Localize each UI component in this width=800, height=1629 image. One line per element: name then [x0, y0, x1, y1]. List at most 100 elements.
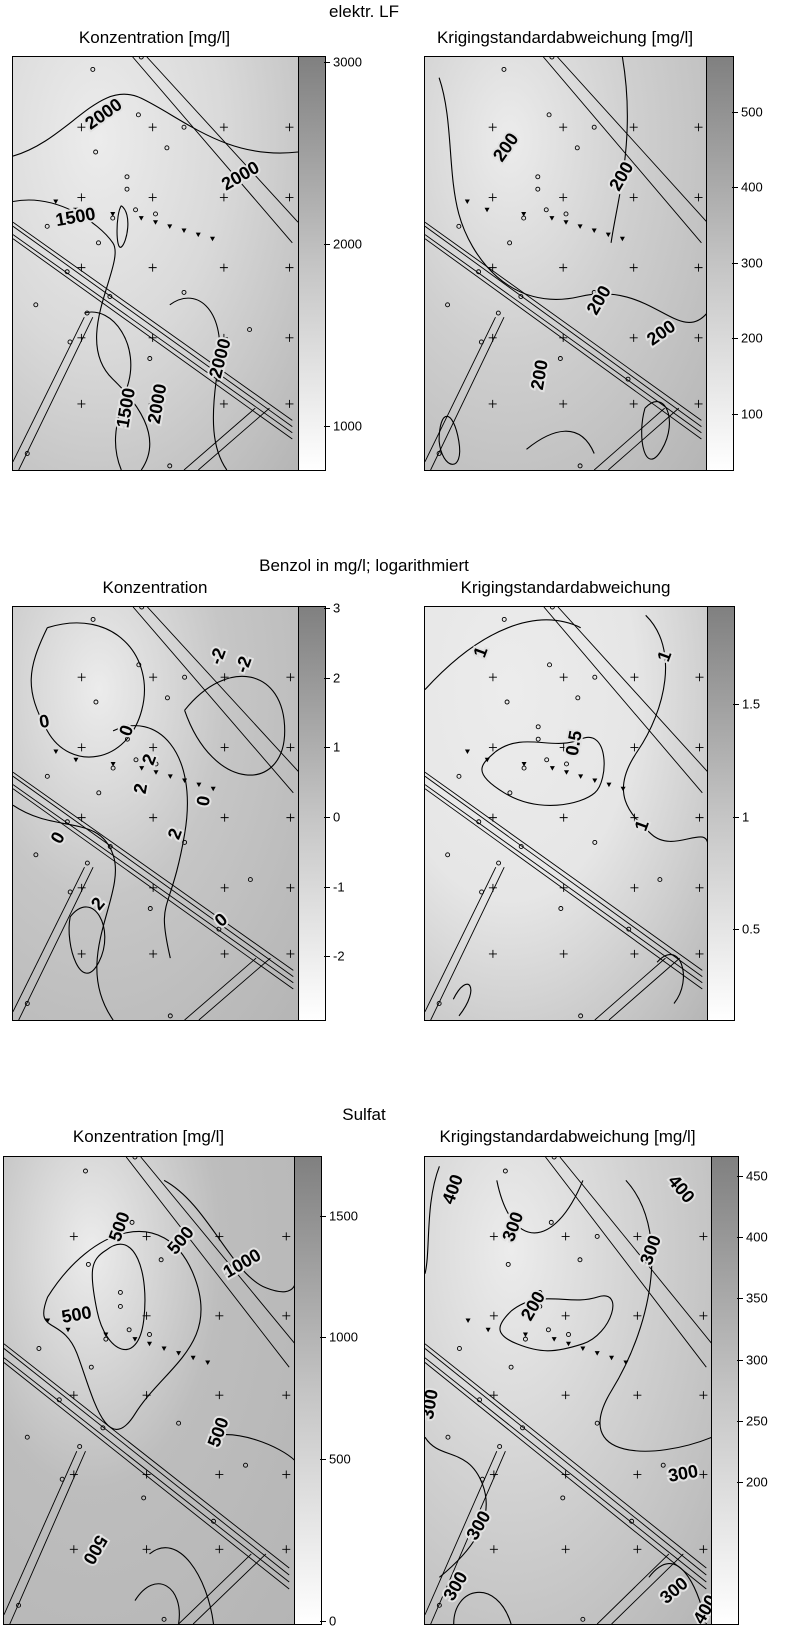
well-marker — [88, 1364, 94, 1370]
well-marker — [67, 339, 73, 345]
well-marker — [153, 761, 159, 767]
contour-label: 300 — [462, 1507, 494, 1543]
colorbar-tick-label: 3000 — [333, 54, 362, 70]
contour-label: 300 — [498, 1209, 527, 1244]
well-marker — [247, 327, 253, 333]
road-line — [18, 867, 94, 1020]
triangle-marker — [181, 228, 187, 233]
well-marker — [93, 149, 99, 155]
grid-plus-marker — [699, 1391, 708, 1400]
well-marker — [126, 1327, 132, 1333]
contour-label: 500 — [60, 1302, 93, 1327]
colorbar-tick-label: -2 — [333, 948, 345, 964]
contour-label: 1500 — [54, 204, 97, 231]
grid-plus-marker — [488, 949, 497, 958]
contour-label: 0 — [211, 909, 232, 931]
well-marker — [505, 1261, 511, 1267]
road-line — [543, 607, 703, 794]
grid-plus-marker — [633, 1311, 642, 1320]
well-marker — [535, 736, 541, 742]
grid-plus-marker — [489, 1470, 498, 1479]
grid-plus-marker — [219, 193, 228, 202]
grid-plus-marker — [488, 193, 497, 202]
grid-plus-marker — [215, 1311, 224, 1320]
contour-line — [526, 430, 595, 454]
well-marker — [544, 757, 550, 763]
triangle-marker — [205, 1360, 211, 1365]
grid-plus-marker — [142, 1311, 151, 1320]
grid-plus-marker — [629, 333, 638, 342]
well-marker — [107, 294, 113, 299]
well-marker — [147, 356, 153, 361]
road-line — [596, 1553, 670, 1624]
grid-plus-marker — [219, 263, 228, 272]
triangle-marker — [73, 207, 79, 213]
contour-label: 300 — [425, 1388, 442, 1421]
triangle-marker — [564, 770, 569, 775]
grid-plus-marker — [142, 1391, 151, 1400]
well-marker — [153, 211, 158, 217]
well-marker — [660, 1462, 666, 1468]
grid-plus-marker — [149, 813, 158, 822]
grid-plus-marker — [633, 1232, 642, 1241]
well-marker — [141, 1495, 147, 1501]
panel-title: Krigingstandardabweichung [mg/l] — [436, 28, 694, 47]
well-marker — [215, 376, 221, 382]
colorbar-tick — [737, 1237, 743, 1238]
colorbar-tick-label: 400 — [746, 1229, 768, 1245]
road-line — [4, 1348, 290, 1576]
well-marker — [578, 1013, 584, 1019]
contour-label: 500 — [79, 1532, 111, 1568]
triangle-marker — [465, 1318, 471, 1323]
well-marker — [64, 269, 70, 275]
well-marker — [535, 186, 541, 192]
contour-label: 200 — [605, 158, 637, 194]
colorbar-tick-label: 250 — [746, 1413, 768, 1429]
grid-plus-marker — [282, 1470, 291, 1479]
grid-plus-marker — [77, 193, 86, 202]
well-marker — [133, 207, 139, 213]
well-marker — [625, 376, 631, 382]
grid-plus-marker — [220, 673, 229, 682]
contour-line — [91, 1243, 146, 1351]
colorbar-tick — [324, 244, 330, 245]
triangle-marker — [53, 199, 59, 205]
grid-plus-marker — [77, 263, 86, 272]
colorbar-tick-label: 0 — [333, 809, 341, 825]
colorbar-tick — [732, 414, 738, 415]
colorbar — [298, 56, 326, 471]
map-svg: 200 200 200 200 200 — [425, 57, 707, 470]
grid-plus-marker — [215, 1232, 224, 1241]
well-marker — [560, 1495, 566, 1501]
grid-plus-marker — [488, 743, 497, 752]
well-marker — [164, 695, 170, 701]
grid-plus-marker — [630, 883, 639, 892]
contour-line — [184, 675, 286, 776]
contour-line — [452, 983, 472, 1017]
well-marker — [247, 877, 253, 883]
well-marker — [182, 674, 188, 680]
well-marker — [124, 736, 130, 742]
road-line — [13, 225, 293, 427]
contour-line — [169, 297, 228, 470]
road-line — [425, 784, 703, 984]
panel-title: Konzentration [mg/l] — [72, 1127, 225, 1146]
grid-plus-marker — [220, 813, 229, 822]
road-line — [559, 1157, 712, 1345]
contour-line — [425, 619, 581, 690]
well-marker — [548, 1219, 554, 1225]
well-marker — [456, 223, 462, 229]
contour-line — [84, 311, 132, 470]
colorbar-tick-label: 1500 — [329, 1208, 358, 1224]
road-line — [425, 771, 703, 971]
colorbar-tick — [320, 1459, 326, 1460]
grid-plus-marker — [633, 1470, 642, 1479]
colorbar — [706, 56, 734, 471]
grid-plus-marker — [694, 263, 703, 272]
triangle-marker — [464, 199, 470, 205]
triangle-marker — [549, 766, 555, 771]
grid-plus-marker — [149, 743, 158, 752]
well-marker — [445, 1434, 451, 1440]
grid-plus-marker — [694, 333, 703, 342]
